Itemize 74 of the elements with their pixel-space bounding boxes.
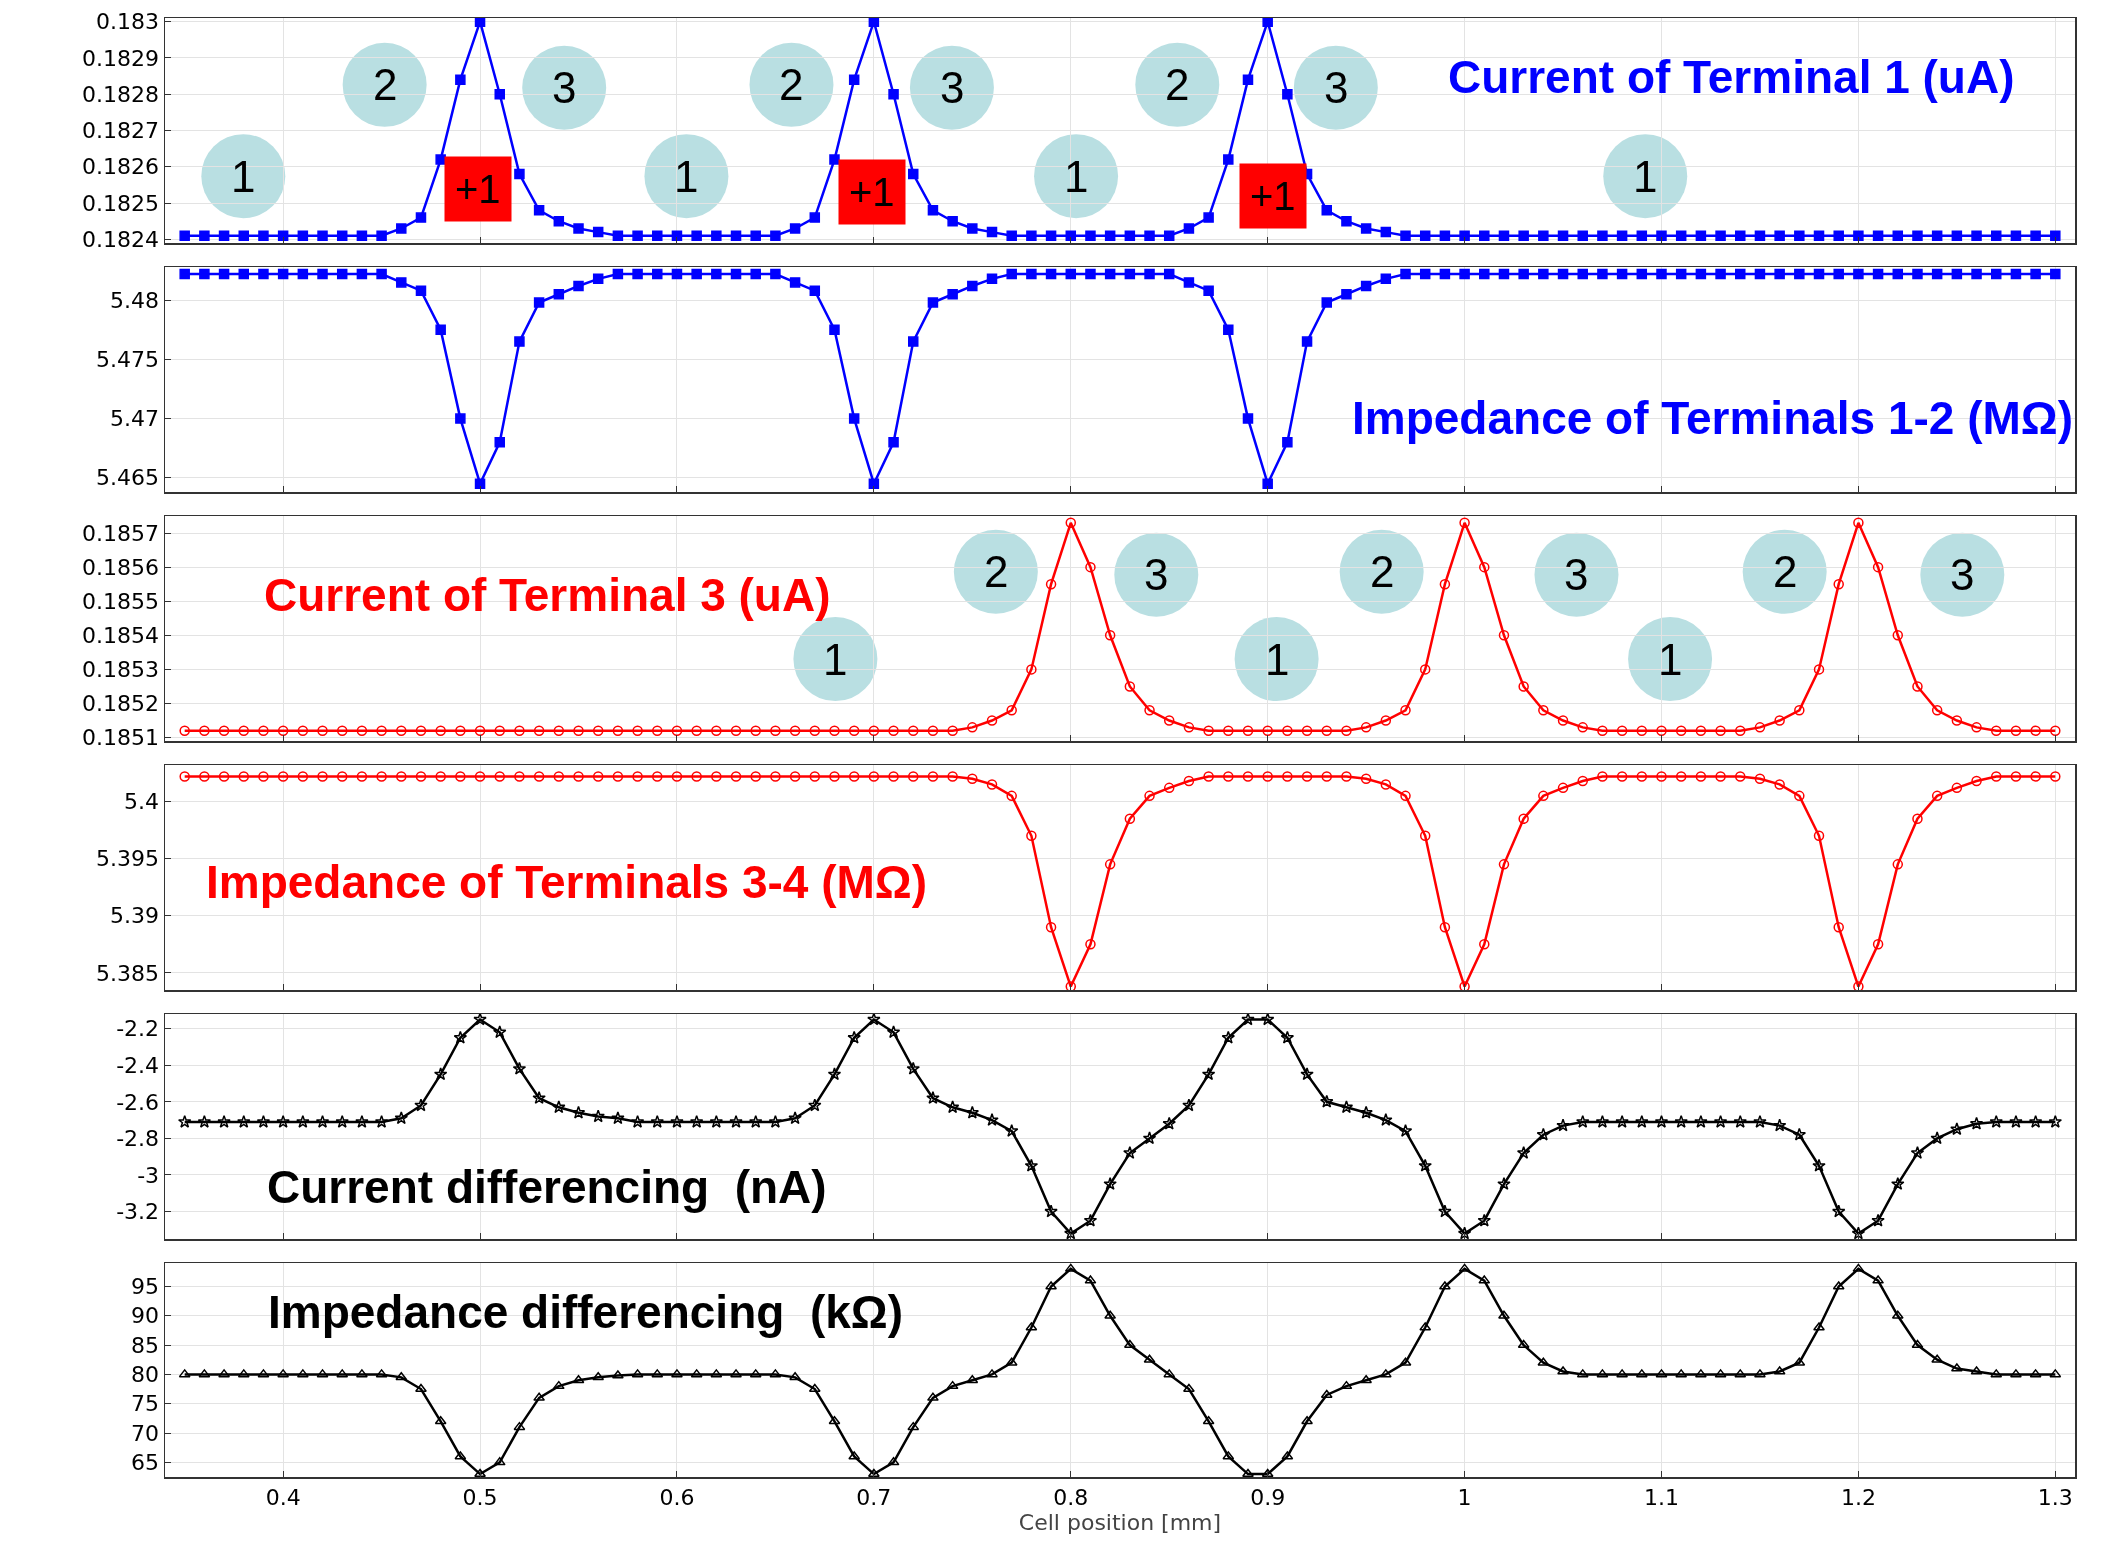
y-tick-label: 5.395 — [96, 846, 160, 872]
annotation: 3 — [1144, 550, 1169, 599]
y-tick-label: 5.465 — [96, 465, 160, 491]
annotation: 1 — [1064, 152, 1089, 201]
y-tick-label: 90 — [131, 1303, 160, 1329]
y-tick-label: 5.48 — [110, 287, 160, 313]
annotation: 1 — [1658, 635, 1683, 684]
y-tick-label: 0.1828 — [82, 81, 160, 107]
x-tick-label: 0.9 — [1250, 1484, 1286, 1510]
annotation: 3 — [940, 63, 965, 112]
annotation: 1 — [674, 152, 699, 201]
y-tick-label: 0.1829 — [82, 45, 160, 71]
annotation: 3 — [1564, 550, 1589, 599]
annotation: 2 — [779, 60, 804, 109]
y-tick-label: 0.1857 — [82, 520, 160, 546]
text: Current differencing (nA) — [267, 1161, 827, 1213]
text: Current of Terminal 3 (uA) — [264, 569, 831, 621]
y-tick-label: 0.1853 — [82, 657, 160, 683]
annotation: 3 — [1950, 550, 1975, 599]
y-tick-label: 0.1855 — [82, 588, 160, 614]
x-tick-label: 1.2 — [1840, 1484, 1876, 1510]
text: Impedance differencing (kΩ) — [268, 1286, 903, 1338]
annotation: 2 — [1370, 547, 1395, 596]
y-tick-label: -3 — [137, 1162, 160, 1188]
x-tick-label: 0.8 — [1053, 1484, 1089, 1510]
y-tick-label: 85 — [131, 1332, 160, 1358]
y-tick-label: 0.1825 — [82, 190, 160, 216]
y-tick-label: 0.1856 — [82, 554, 160, 580]
annotation: 2 — [984, 547, 1009, 596]
annotation: 2 — [1773, 547, 1798, 596]
x-tick-label: 1.1 — [1643, 1484, 1679, 1510]
y-tick-label: 0.1851 — [82, 725, 160, 751]
x-tick-label: 0.6 — [659, 1484, 695, 1510]
text: Current of Terminal 1 (uA) — [1448, 51, 2015, 103]
x-tick-label: 0.7 — [856, 1484, 892, 1510]
y-tick-label: 0.1826 — [82, 154, 160, 180]
annotation: +1 — [849, 170, 895, 214]
x-tick-label: 1 — [1457, 1484, 1472, 1510]
annotation: 1 — [823, 635, 848, 684]
annotation: 1 — [231, 152, 256, 201]
x-axis-title: Cell position [mm] — [1018, 1509, 1222, 1535]
text: Impedance of Terminals 1-2 (MΩ) — [1352, 392, 2074, 444]
text: Impedance of Terminals 3-4 (MΩ) — [206, 856, 928, 908]
annotation: 2 — [373, 60, 398, 109]
y-tick-label: -2.8 — [116, 1126, 160, 1152]
y-tick-label: -2.2 — [116, 1016, 160, 1042]
y-tick-label: 5.385 — [96, 960, 160, 986]
annotation: 3 — [1324, 63, 1349, 112]
y-tick-label: 0.1827 — [82, 118, 160, 144]
annotation: 1 — [1265, 635, 1290, 684]
y-tick-label: -2.6 — [116, 1089, 160, 1115]
y-tick-label: 65 — [131, 1450, 160, 1476]
x-tick-label: 1.3 — [2037, 1484, 2073, 1510]
annotation: 2 — [1165, 60, 1190, 109]
y-tick-label: 5.39 — [110, 903, 160, 929]
x-tick-label: 0.4 — [265, 1484, 301, 1510]
y-tick-label: 5.47 — [110, 406, 160, 432]
y-tick-label: 80 — [131, 1362, 160, 1388]
y-tick-label: 0.1824 — [82, 227, 160, 253]
y-tick-label: 75 — [131, 1391, 160, 1417]
annotation: +1 — [1250, 174, 1296, 218]
annotation: 1 — [1633, 152, 1658, 201]
y-tick-label: 0.183 — [96, 9, 160, 35]
annotation: 3 — [552, 63, 577, 112]
y-tick-label: 0.1854 — [82, 623, 160, 649]
y-tick-label: 5.4 — [124, 789, 160, 815]
y-tick-label: 5.475 — [96, 347, 160, 373]
x-tick-label: 0.5 — [462, 1484, 498, 1510]
y-tick-label: 70 — [131, 1420, 160, 1446]
annotation: +1 — [455, 167, 501, 211]
y-tick-label: 0.1852 — [82, 691, 160, 717]
y-tick-label: 95 — [131, 1274, 160, 1300]
y-tick-label: -2.4 — [116, 1052, 160, 1078]
y-tick-label: -3.2 — [116, 1199, 160, 1225]
